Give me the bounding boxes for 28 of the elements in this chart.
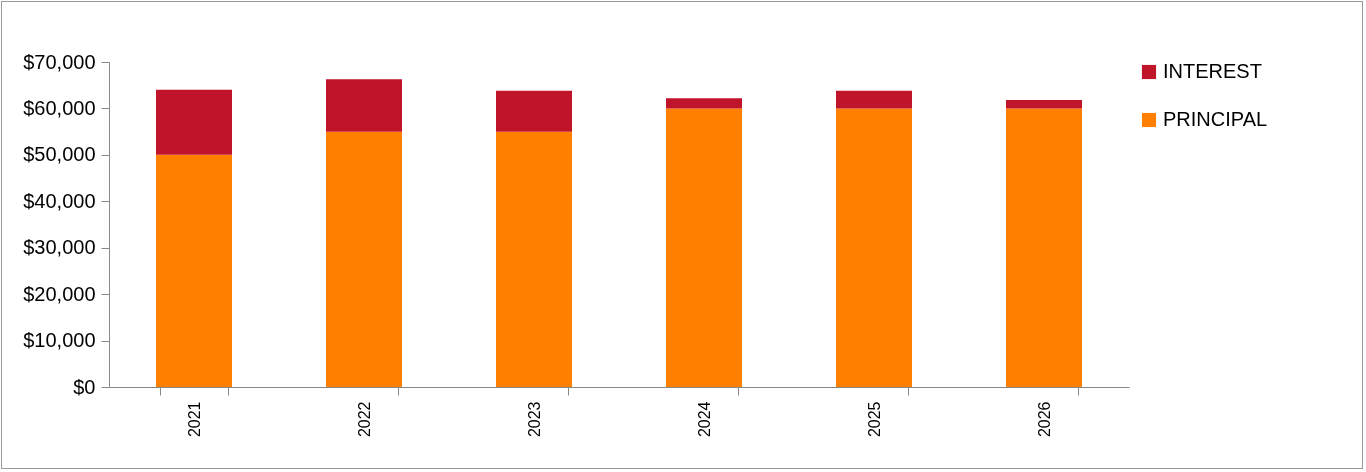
legend-label: INTEREST <box>1163 60 1262 82</box>
bar <box>496 90 572 132</box>
bar <box>326 131 402 387</box>
bar <box>836 108 912 387</box>
y-tick-label: $20,000 <box>23 282 96 305</box>
x-tick-label: 2026 <box>1035 401 1053 438</box>
x-tick-label: 2021 <box>185 401 203 438</box>
y-tick-label: $40,000 <box>23 189 96 212</box>
bar <box>1006 100 1082 109</box>
y-tick-label: $0 <box>73 375 96 398</box>
bar <box>666 108 742 387</box>
x-tick-label: 2023 <box>525 401 543 438</box>
bar <box>326 79 402 132</box>
bar <box>156 154 232 387</box>
y-tick-label: $60,000 <box>23 96 96 119</box>
x-tick-label: 2024 <box>695 401 713 438</box>
y-tick-label: $30,000 <box>23 236 96 259</box>
legend-label: PRINCIPAL <box>1163 108 1268 130</box>
bar <box>836 90 912 109</box>
x-tick-label: 2025 <box>865 401 883 438</box>
bar <box>1006 108 1082 387</box>
x-tick-label: 2022 <box>355 401 373 438</box>
y-tick-label: $50,000 <box>23 143 96 166</box>
y-tick-label: $10,000 <box>23 329 96 352</box>
bar <box>156 89 232 155</box>
y-tick-label: $70,000 <box>23 50 96 73</box>
bar <box>496 131 572 387</box>
bar <box>666 98 742 109</box>
